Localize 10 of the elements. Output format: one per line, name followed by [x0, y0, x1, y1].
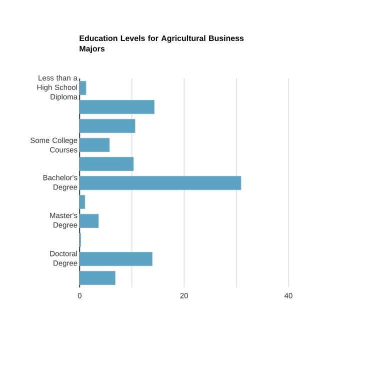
bar	[80, 194, 86, 210]
bar	[80, 270, 116, 286]
bar	[80, 156, 134, 172]
bar	[80, 80, 86, 96]
bar	[80, 252, 152, 266]
bar	[80, 118, 136, 134]
bar	[80, 100, 155, 114]
bar	[80, 176, 242, 190]
bar	[80, 214, 99, 228]
bar	[80, 138, 110, 152]
